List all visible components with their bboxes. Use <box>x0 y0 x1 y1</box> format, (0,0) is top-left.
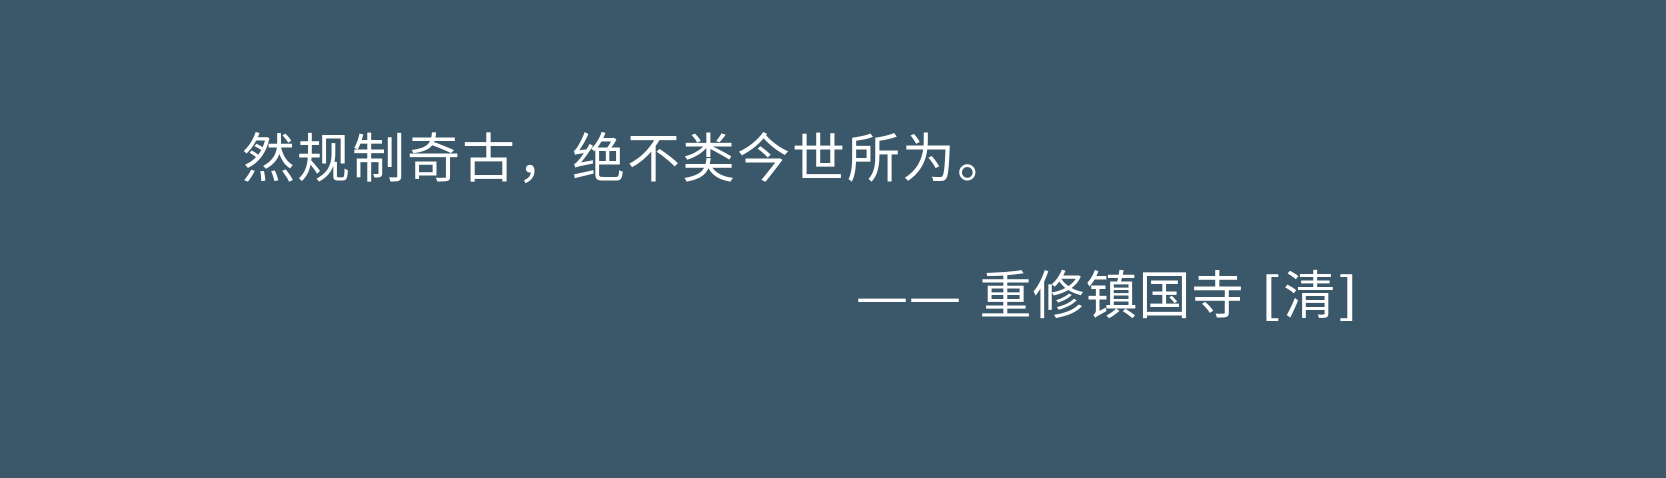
quote-text: 然规制奇古，绝不类今世所为。 <box>242 129 1012 190</box>
quote-attribution: —— 重修镇国寺 [清] <box>856 267 1358 327</box>
